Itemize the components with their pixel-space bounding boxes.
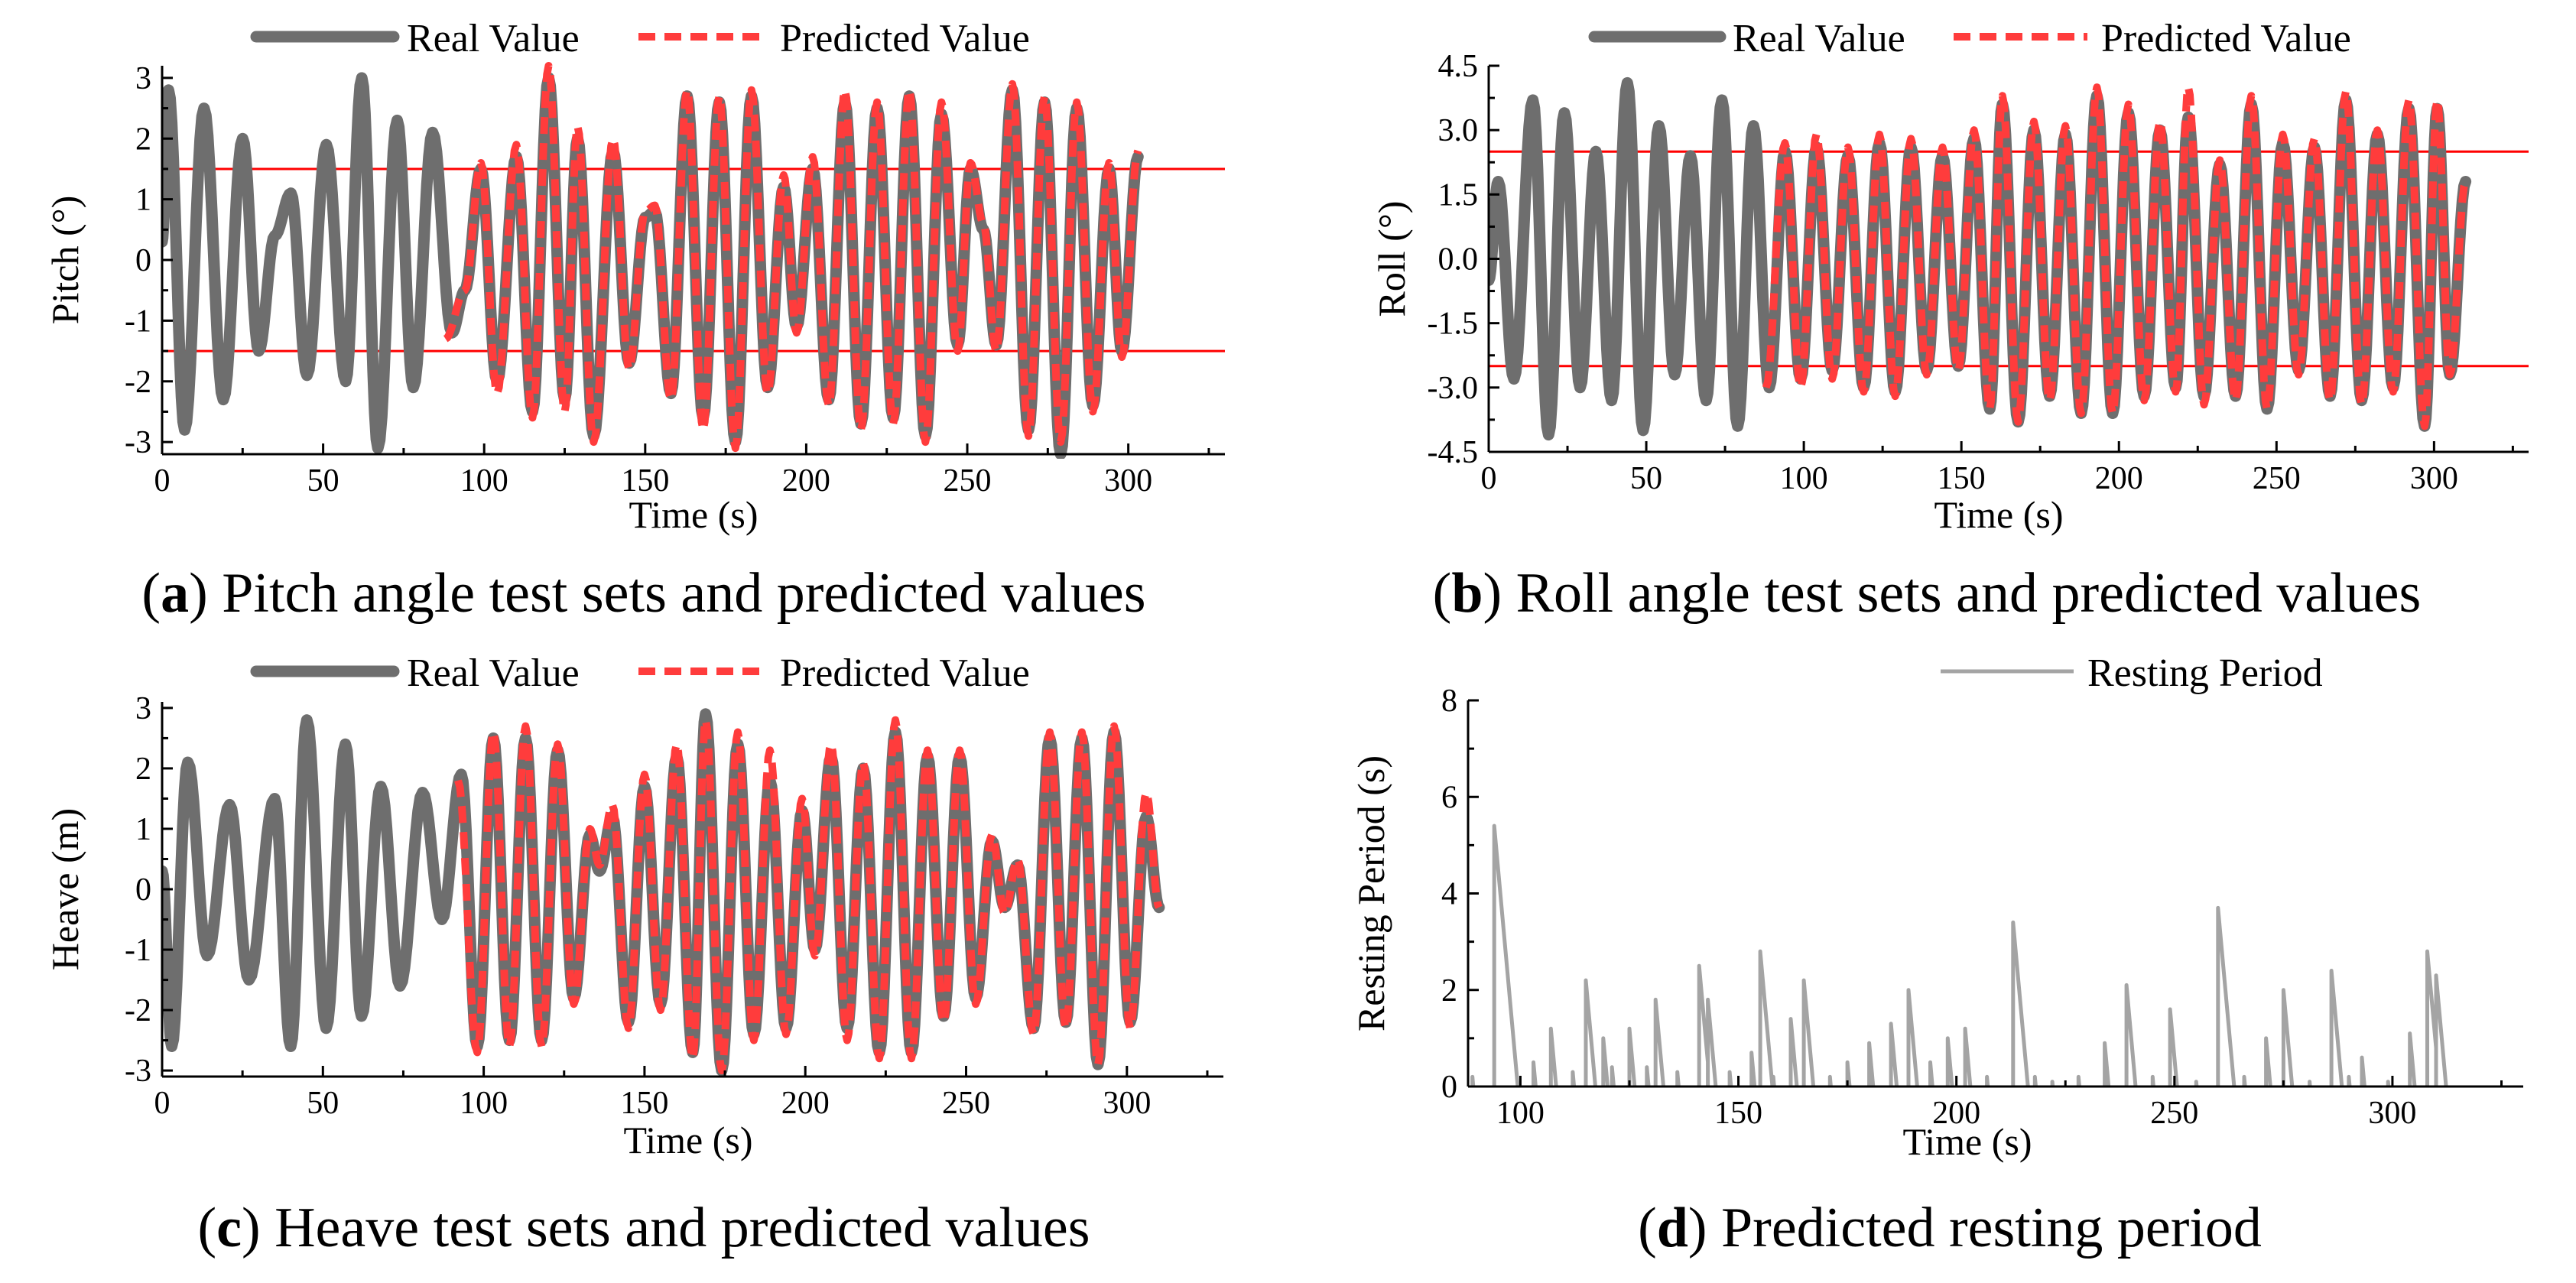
x-tick-label: 150	[1938, 461, 1986, 496]
x-tick-label: 150	[621, 463, 669, 499]
series-group	[162, 708, 1165, 1077]
y-tick-label: 0	[135, 872, 151, 908]
legend: Real Value Predicted Value	[1588, 17, 2351, 60]
x-tick-label: 250	[944, 463, 992, 499]
x-axis-title: Time (s)	[623, 1119, 752, 1161]
caption: (c) Heave test sets and predicted values	[197, 1197, 1090, 1259]
x-tick-label: 300	[2410, 461, 2458, 496]
y-tick-label: 6	[1441, 780, 1457, 815]
legend-pred-label: Predicted Value	[2101, 17, 2351, 60]
y-tick-label: 4	[1441, 877, 1457, 912]
x-tick-label: 200	[782, 463, 830, 499]
caption: (a) Pitch angle test sets and predicted …	[141, 562, 1145, 625]
y-tick-label: 3.0	[1438, 113, 1479, 148]
caption: (d) Predicted resting period	[1638, 1197, 2262, 1259]
series-group	[1489, 76, 2472, 441]
caption-letter: a	[161, 562, 189, 625]
y-tick-label: -1.5	[1428, 307, 1479, 342]
x-tick-label: 250	[942, 1086, 990, 1121]
panel-c: Real Value Predicted Value 0 50 100 150 200 2…	[44, 651, 1223, 1259]
x-axis-title: Time (s)	[1902, 1120, 2032, 1163]
series-predicted-value	[1762, 83, 2470, 430]
series-predicted-value	[443, 62, 1142, 453]
x-axis-title: Time (s)	[1934, 493, 2063, 536]
caption: (b) Roll angle test sets and predicted v…	[1433, 562, 2422, 625]
caption-body: Predicted resting period	[1721, 1197, 2262, 1259]
y-tick-label: 0.0	[1438, 242, 1479, 278]
y-tick-label: 1	[135, 183, 151, 218]
x-tick-label: 150	[1714, 1096, 1762, 1131]
y-axis-title: Heave (m)	[44, 808, 86, 970]
y-tick-label: -1	[125, 933, 151, 968]
y-tick-label: 0	[135, 243, 151, 278]
legend: Real Value Predicted Value	[250, 17, 1030, 60]
y-tick-label: -3	[125, 1054, 151, 1089]
x-tick-label: 200	[2095, 461, 2143, 496]
x-tick-label: 0	[1481, 461, 1497, 496]
x-tick-label: 150	[620, 1086, 668, 1121]
x-tick-label: 100	[460, 463, 508, 499]
y-tick-label: 2	[135, 752, 151, 787]
x-tick-label: 200	[781, 1086, 830, 1121]
legend-pred-label: Predicted Value	[780, 651, 1030, 695]
panel-d: Resting Period 100 150 200 250 300 0 2 4 6 8 Rest…	[1350, 651, 2523, 1259]
y-tick-label: 4.5	[1438, 49, 1479, 84]
legend: Real Value Predicted Value	[250, 651, 1030, 695]
x-tick-label: 300	[2368, 1096, 2416, 1131]
y-tick-label: 3	[135, 691, 151, 726]
caption-letter: b	[1451, 562, 1483, 625]
x-tick-label: 300	[1104, 463, 1152, 499]
legend-real-label: Real Value	[407, 17, 580, 60]
x-tick-label: 100	[1780, 461, 1828, 496]
x-tick-label: 250	[2150, 1096, 2198, 1131]
x-tick-label: 100	[1496, 1096, 1545, 1131]
series-resting-period	[1470, 823, 2448, 1087]
plot-area: 100 150 200 250 300 0 2 4 6 8	[1441, 684, 2523, 1131]
y-tick-label: -3.0	[1428, 371, 1479, 406]
series-group	[1470, 823, 2448, 1087]
x-axis-title: Time (s)	[629, 493, 758, 536]
plot-area: 0 50 100 150 200 250 300 -3 -2 -1 0 1 2 3	[125, 61, 1225, 499]
x-tick-label: 50	[1630, 461, 1662, 496]
x-tick-label: 50	[307, 1086, 339, 1121]
y-tick-label: -4.5	[1428, 435, 1479, 470]
y-tick-label: -2	[125, 993, 151, 1028]
y-tick-label: 3	[135, 61, 151, 96]
y-tick-label: 1.5	[1438, 177, 1479, 213]
x-tick-label: 0	[154, 463, 171, 499]
series-predicted-value	[454, 716, 1163, 1075]
caption-body: Pitch angle test sets and predicted valu…	[222, 562, 1145, 625]
y-tick-label: 0	[1441, 1070, 1457, 1105]
x-tick-label: 250	[2253, 461, 2301, 496]
series-group	[162, 62, 1144, 459]
legend-pred-label: Predicted Value	[780, 17, 1030, 60]
caption-body: Heave test sets and predicted values	[274, 1197, 1090, 1259]
panel-b: Real Value Predicted Value 0 50 100 150 200 2…	[1370, 17, 2529, 625]
y-axis-title: Resting Period (s)	[1350, 755, 1392, 1031]
legend-rest-label: Resting Period	[2087, 651, 2323, 695]
x-tick-label: 200	[1932, 1096, 1980, 1131]
legend-real-label: Real Value	[1733, 17, 1905, 60]
x-tick-label: 0	[154, 1086, 171, 1121]
y-tick-label: 8	[1441, 684, 1457, 719]
y-axis-title: Roll (°)	[1370, 201, 1413, 317]
plot-area: 0 50 100 150 200 250 300 -3 -2 -1 0 1 2 3	[125, 691, 1223, 1121]
legend: Resting Period	[1941, 651, 2323, 695]
caption-letter: c	[216, 1197, 242, 1259]
y-tick-label: -1	[125, 304, 151, 339]
y-tick-label: -3	[125, 425, 151, 460]
y-tick-label: 2	[1441, 973, 1457, 1009]
caption-body: Roll angle test sets and predicted value…	[1516, 562, 2422, 625]
legend-real-label: Real Value	[407, 651, 580, 695]
plot-area: 0 50 100 150 200 250 300 -4.5 -3.0 -1.5 0.0 1.5 3.0 4…	[1428, 49, 2529, 496]
panel-a: Real Value Predicted Value 0 50 100 150 200 2…	[44, 17, 1225, 625]
y-tick-label: -2	[125, 365, 151, 400]
x-tick-label: 50	[307, 463, 339, 499]
y-axis-title: Pitch (°)	[44, 196, 86, 325]
y-tick-label: 2	[135, 122, 151, 157]
x-tick-label: 300	[1103, 1086, 1151, 1121]
caption-letter: d	[1657, 1197, 1688, 1259]
x-tick-label: 100	[460, 1086, 508, 1121]
y-tick-label: 1	[135, 812, 151, 847]
